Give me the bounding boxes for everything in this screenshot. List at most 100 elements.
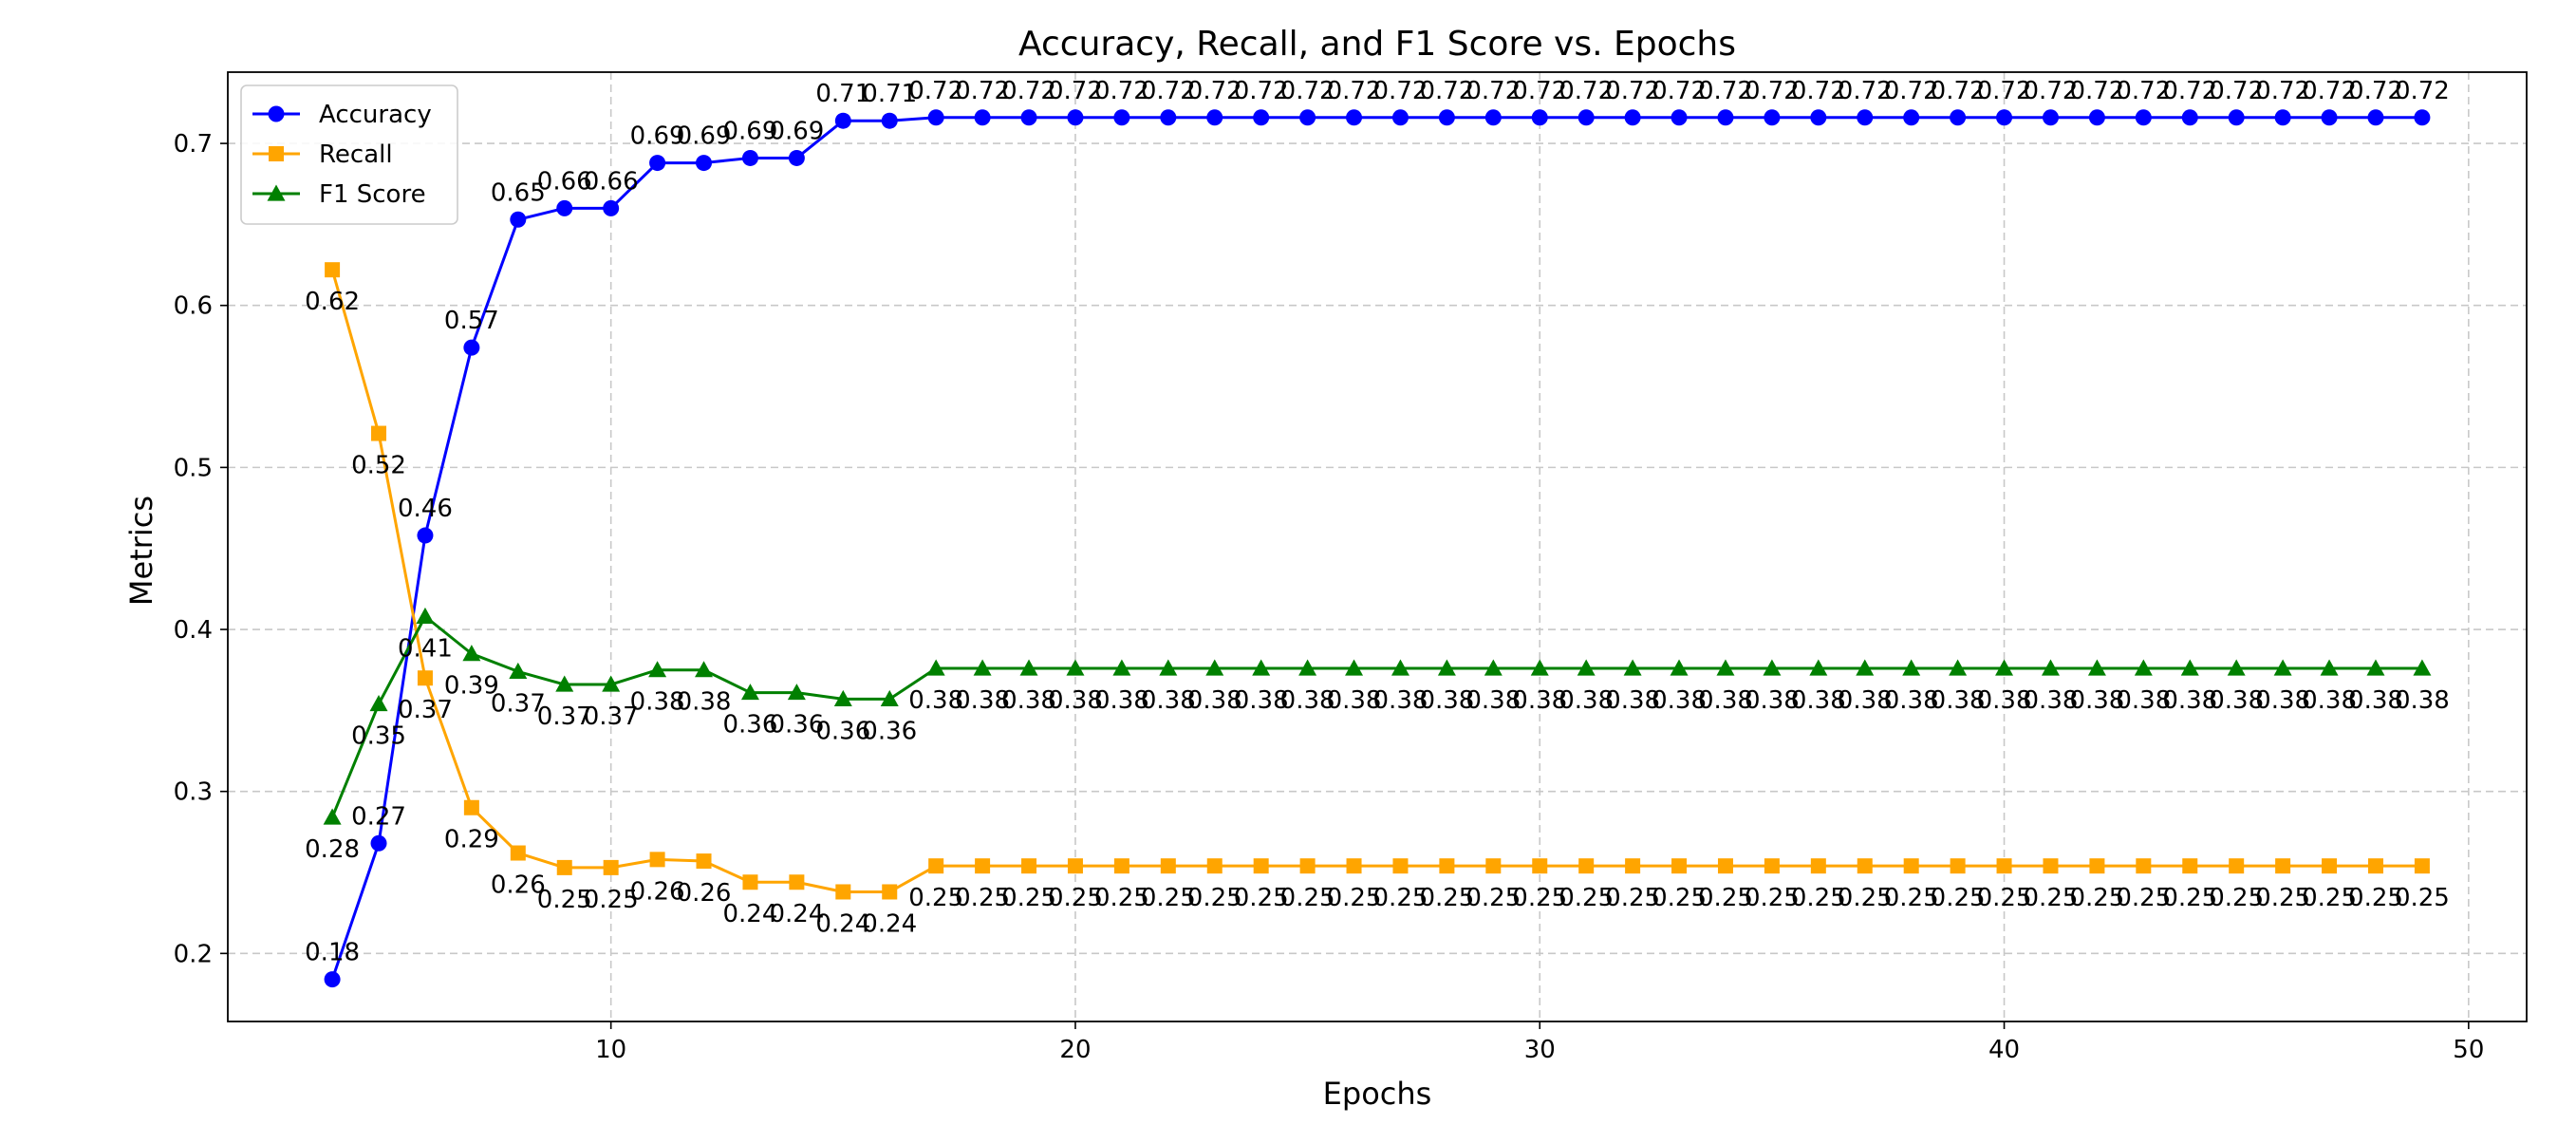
recall-data-label: 0.25 bbox=[1977, 884, 2032, 912]
accuracy-data-label: 0.72 bbox=[1652, 77, 1707, 105]
recall-data-label: 0.25 bbox=[2255, 884, 2310, 912]
f1-score-point bbox=[695, 661, 714, 678]
x-tick-label: 40 bbox=[1988, 1036, 2020, 1064]
f1-score-data-label: 0.36 bbox=[769, 711, 824, 740]
recall-data-label: 0.25 bbox=[1791, 884, 1846, 912]
f1-score-point bbox=[2180, 659, 2199, 676]
accuracy-point bbox=[1903, 109, 1920, 126]
f1-score-point bbox=[416, 607, 435, 624]
recall-data-label: 0.25 bbox=[2116, 884, 2171, 912]
f1-score-data-label: 0.38 bbox=[1559, 686, 1614, 715]
accuracy-point bbox=[1299, 109, 1316, 126]
f1-score-data-label: 0.38 bbox=[1373, 686, 1428, 715]
legend-recall-marker bbox=[269, 146, 284, 161]
accuracy-point bbox=[788, 149, 805, 166]
f1-score-data-label: 0.38 bbox=[1698, 686, 1753, 715]
f1-score-data-label: 0.38 bbox=[677, 688, 732, 717]
accuracy-point bbox=[1438, 109, 1455, 126]
series-layer bbox=[323, 109, 2432, 988]
recall-data-label: 0.25 bbox=[537, 886, 592, 914]
f1-score-data-label: 0.41 bbox=[398, 634, 453, 663]
f1-score-data-label: 0.38 bbox=[1419, 686, 1474, 715]
y-tick-label: 0.6 bbox=[174, 292, 213, 321]
recall-data-label: 0.26 bbox=[677, 879, 732, 908]
f1-score-point bbox=[1112, 659, 1131, 676]
x-tick-label: 20 bbox=[1059, 1036, 1091, 1064]
f1-score-point bbox=[1252, 659, 1271, 676]
accuracy-data-label: 0.72 bbox=[1465, 77, 1521, 105]
accuracy-data-label: 0.72 bbox=[1745, 77, 1800, 105]
f1-score-point bbox=[1995, 659, 2014, 676]
f1-score-line bbox=[330, 614, 2422, 818]
f1-score-point bbox=[1159, 659, 1178, 676]
recall-point bbox=[1067, 858, 1083, 874]
recall-point bbox=[1532, 858, 1548, 874]
accuracy-data-label: 0.72 bbox=[2116, 77, 2171, 105]
recall-point bbox=[2089, 858, 2105, 874]
recall-data-label: 0.52 bbox=[351, 452, 406, 480]
recall-point bbox=[2043, 858, 2059, 874]
f1-score-data-label: 0.38 bbox=[1048, 686, 1103, 715]
accuracy-point bbox=[1531, 109, 1548, 126]
accuracy-point bbox=[1857, 109, 1874, 126]
accuracy-data-label: 0.71 bbox=[862, 80, 917, 108]
accuracy-point bbox=[1671, 109, 1688, 126]
accuracy-data-label: 0.72 bbox=[1884, 77, 1939, 105]
f1-score-data-label: 0.38 bbox=[1234, 686, 1289, 715]
accuracy-point bbox=[881, 112, 898, 129]
accuracy-data-label: 0.72 bbox=[908, 77, 963, 105]
y-axis-label: Metrics bbox=[123, 496, 159, 606]
f1-score-data-label: 0.38 bbox=[2209, 686, 2264, 715]
legend: Accuracy Recall F1 Score bbox=[240, 84, 458, 225]
f1-score-point bbox=[2227, 659, 2246, 676]
f1-score-point bbox=[602, 675, 621, 692]
data-labels-layer: 0.180.270.460.570.650.660.660.690.690.69… bbox=[305, 77, 2450, 967]
recall-data-label: 0.25 bbox=[1465, 884, 1521, 912]
accuracy-point bbox=[2181, 109, 2198, 126]
accuracy-point bbox=[1484, 109, 1502, 126]
accuracy-point bbox=[974, 109, 991, 126]
f1-score-point bbox=[2413, 659, 2432, 676]
f1-score-point bbox=[1809, 659, 1828, 676]
accuracy-data-label: 0.72 bbox=[2162, 77, 2217, 105]
f1-score-point bbox=[1345, 659, 1364, 676]
recall-data-label: 0.25 bbox=[1884, 884, 1939, 912]
f1-score-point bbox=[1577, 659, 1596, 676]
f1-score-data-label: 0.38 bbox=[2024, 686, 2079, 715]
recall-point bbox=[1764, 858, 1780, 874]
accuracy-data-label: 0.71 bbox=[815, 80, 870, 108]
legend-accuracy-label: Accuracy bbox=[319, 101, 432, 129]
recall-point bbox=[649, 852, 665, 868]
recall-data-label: 0.25 bbox=[1652, 884, 1707, 912]
accuracy-data-label: 0.72 bbox=[955, 77, 1010, 105]
accuracy-point bbox=[1020, 109, 1037, 126]
f1-score-data-label: 0.38 bbox=[2395, 686, 2450, 715]
recall-point bbox=[1021, 858, 1037, 874]
f1-score-point bbox=[1066, 659, 1085, 676]
recall-data-label: 0.25 bbox=[2069, 884, 2124, 912]
f1-score-data-label: 0.37 bbox=[491, 689, 546, 718]
accuracy-point bbox=[741, 149, 758, 166]
recall-point bbox=[1578, 858, 1595, 874]
legend-f1-score-marker bbox=[267, 184, 286, 201]
f1-score-point bbox=[833, 689, 852, 707]
accuracy-data-label: 0.72 bbox=[1141, 77, 1196, 105]
legend-f1-score-label: F1 Score bbox=[319, 180, 426, 209]
accuracy-point bbox=[1577, 109, 1595, 126]
f1-score-data-label: 0.38 bbox=[1838, 686, 1893, 715]
accuracy-point bbox=[2367, 109, 2384, 126]
f1-score-data-label: 0.38 bbox=[908, 686, 963, 715]
accuracy-point bbox=[2088, 109, 2105, 126]
x-tick-label: 50 bbox=[2453, 1036, 2484, 1064]
f1-score-data-label: 0.28 bbox=[305, 835, 360, 864]
recall-point bbox=[835, 884, 851, 900]
recall-point bbox=[696, 853, 712, 870]
f1-score-data-label: 0.38 bbox=[1327, 686, 1382, 715]
accuracy-point bbox=[1810, 109, 1827, 126]
plot-frame bbox=[227, 71, 2528, 1022]
recall-data-label: 0.24 bbox=[769, 900, 824, 928]
recall-data-label: 0.25 bbox=[1931, 884, 1986, 912]
accuracy-point bbox=[2042, 109, 2059, 126]
accuracy-point bbox=[2228, 109, 2245, 126]
f1-score-point bbox=[2320, 659, 2339, 676]
